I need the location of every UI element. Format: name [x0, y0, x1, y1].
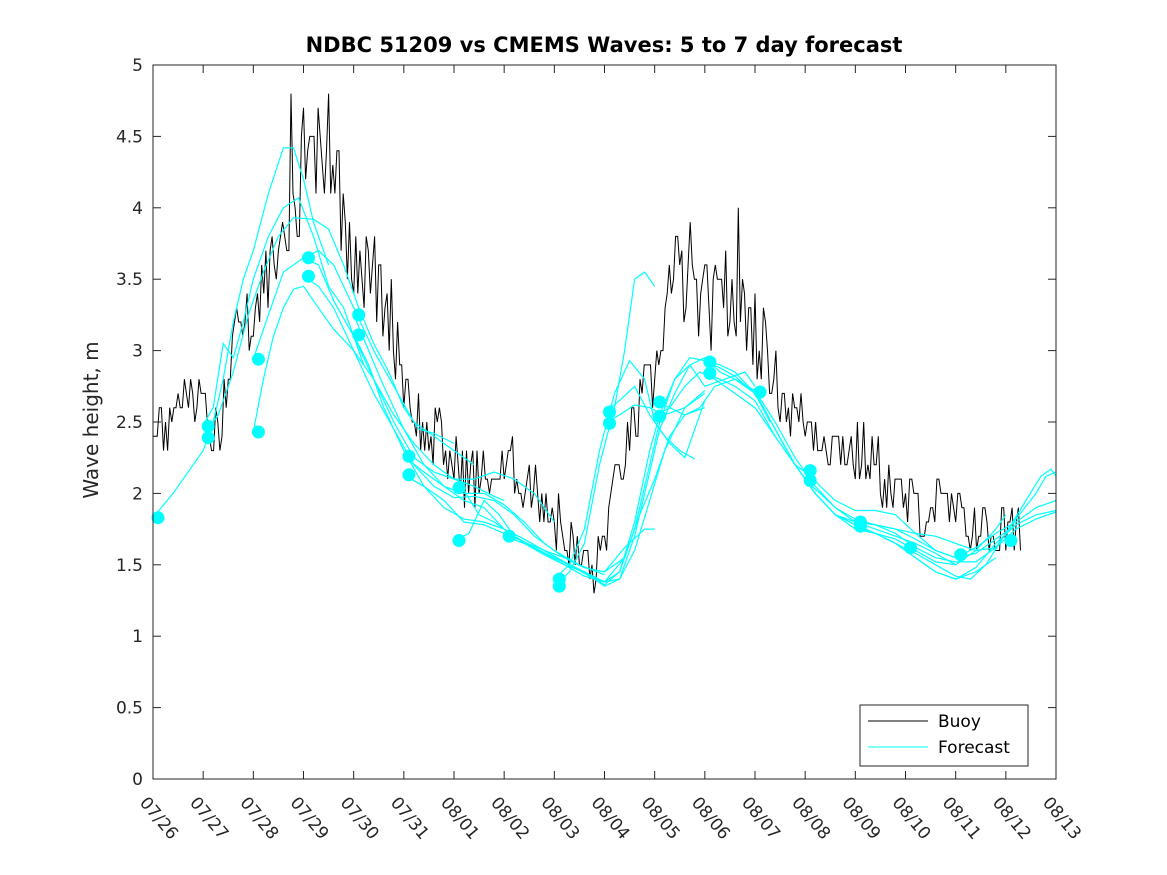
forecast-start-point [402, 449, 416, 463]
plot-area [151, 93, 1057, 594]
y-tick-label: 0 [132, 770, 143, 790]
forecast-start-point [302, 269, 315, 283]
y-tick-label: 3 [132, 342, 143, 362]
forecast-run-line [553, 359, 706, 580]
forecast-start-point [302, 251, 315, 265]
legend-box [859, 704, 1029, 767]
forecast-start-point [402, 468, 416, 482]
forecast-start-point [803, 474, 817, 487]
forecast-run-line [453, 363, 756, 586]
forecast-run-line [152, 147, 330, 519]
forecast-run-line [604, 385, 696, 460]
forecast-start-point [753, 385, 767, 399]
y-tick-label: 2 [132, 484, 143, 504]
y-tick-label: 4 [132, 199, 143, 219]
legend-label-forecast: Forecast [938, 738, 1010, 758]
forecast-run-line [804, 480, 1057, 559]
forecast-start-point [352, 308, 366, 322]
y-tick-label: 2.5 [116, 413, 143, 433]
forecast-run-line [252, 249, 475, 466]
forecast-start-point [653, 409, 667, 423]
y-tick-label: 3.5 [116, 270, 143, 290]
chart-title: NDBC 51209 vs CMEMS Waves: 5 to 7 day fo… [306, 33, 903, 57]
forecast-run-line [453, 356, 771, 587]
y-tick-label: 5 [132, 56, 143, 76]
forecast-start-point [201, 419, 215, 433]
forecast-start-point [452, 534, 466, 547]
forecast-start-point [603, 416, 616, 430]
forecast-start-point [703, 355, 717, 369]
forecast-start-point [904, 541, 917, 555]
buoy-series-line [153, 93, 1021, 594]
legend-label-buoy: Buoy [938, 712, 981, 732]
forecast-start-point [703, 366, 717, 380]
forecast-start-point [603, 405, 616, 419]
forecast-start-point [251, 425, 265, 439]
forecast-start-point [1004, 534, 1018, 547]
forecast-start-point [352, 328, 366, 342]
forecast-run-line [202, 217, 455, 444]
forecast-run-line [855, 468, 1057, 580]
legend: Buoy Forecast [859, 704, 1029, 767]
forecast-start-point [954, 548, 968, 562]
forecast-start-point [201, 431, 215, 445]
forecast-start-point [853, 519, 867, 533]
forecast-run-line [604, 392, 706, 424]
forecast-start-point [653, 395, 667, 409]
y-tick-label: 0.5 [116, 699, 143, 719]
forecast-start-point [452, 481, 466, 495]
forecast-start-point [251, 352, 265, 366]
forecast-start-point [502, 529, 516, 543]
forecast-start-point [151, 511, 165, 525]
forecast-run-line [553, 271, 656, 587]
y-tick-label: 4.5 [116, 127, 143, 147]
forecast-run-line [855, 471, 1057, 563]
y-tick-label: 1 [132, 627, 143, 647]
y-axis-label: Wave height, m [79, 341, 103, 498]
forecast-start-point [552, 579, 566, 593]
forecast-start-point [803, 464, 817, 478]
forecast-run-line [202, 196, 365, 426]
y-tick-label: 1.5 [116, 556, 143, 576]
